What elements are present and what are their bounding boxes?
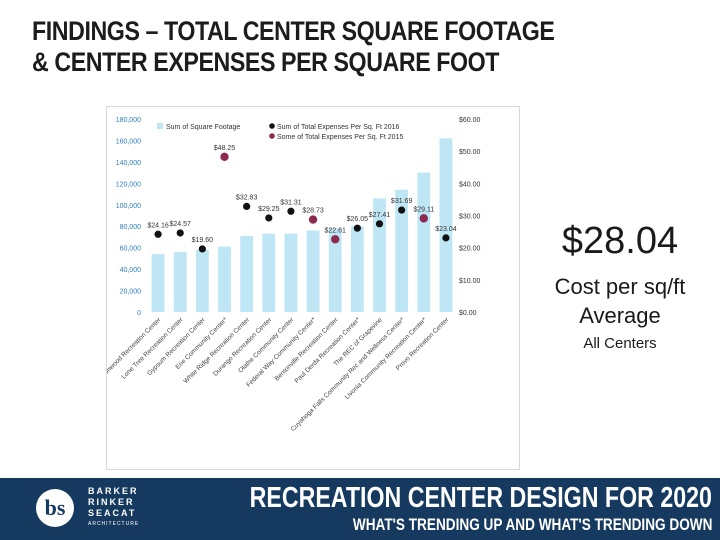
- average-cost-label: Cost per sq/ft Average: [520, 272, 720, 330]
- point-expenses-2016: [243, 202, 251, 210]
- data-label: $19.60: [192, 237, 214, 244]
- point-expenses-2015: [308, 215, 318, 224]
- point-expenses-2016: [154, 230, 162, 238]
- point-expenses-2016: [442, 234, 450, 242]
- data-label: $24.16: [147, 222, 169, 229]
- legend-swatch-expenses-2015: [269, 133, 275, 139]
- y-right-tick-label: $40.00: [459, 181, 481, 188]
- data-label: $32.83: [236, 194, 258, 201]
- legend-label-expenses-2016: Sum of Total Expenses Per Sq. Ft 2016: [277, 124, 400, 131]
- data-label: $26.05: [347, 216, 369, 223]
- point-expenses-2015: [419, 214, 428, 223]
- y-right-tick-label: $0.00: [459, 310, 477, 317]
- data-label: $24.57: [170, 221, 192, 228]
- footer-subtitle: WHAT'S TRENDING UP AND WHAT'S TRENDING D…: [352, 515, 712, 534]
- logo-word-3: SEACAT: [88, 508, 137, 518]
- bar-square-footage: [373, 198, 386, 312]
- y-right-tick-label: $60.00: [459, 117, 481, 124]
- point-expenses-2016: [265, 214, 273, 222]
- data-label: $29.11: [413, 206, 434, 213]
- point-expenses-2016: [287, 207, 295, 215]
- data-label: $48.25: [214, 145, 236, 152]
- legend-swatch-square-footage: [157, 123, 163, 129]
- data-label: $27.41: [369, 212, 391, 219]
- combo-chart: 0 20,000 40,000 60,000 80,000 100,000 120,000 1…: [107, 117, 481, 433]
- slide-title-line-2: & CENTER EXPENSES PER SQUARE FOOT: [32, 47, 500, 77]
- data-label: $28.73: [302, 208, 324, 215]
- y-left-tick-label: 160,000: [116, 138, 141, 145]
- point-expenses-2016: [398, 206, 406, 214]
- bar-square-footage: [328, 228, 342, 312]
- data-label: $31.69: [391, 198, 413, 205]
- data-label: $23.04: [435, 226, 457, 233]
- company-logo-wordmark: BARKER RINKER SEACAT ARCHITECTURE: [88, 486, 139, 530]
- y-right-tick-label: $50.00: [459, 149, 481, 156]
- slide-title-line-1: FINDINGS – TOTAL CENTER SQUARE FOOTAGE: [32, 16, 555, 46]
- point-expenses-2015: [220, 152, 229, 161]
- y-right-tick-label: $30.00: [459, 214, 481, 221]
- y-right-tick-label: $20.00: [459, 246, 481, 253]
- bar-square-footage: [439, 138, 453, 312]
- bar-square-footage: [173, 251, 187, 312]
- logo-word-1: BARKER: [88, 486, 139, 496]
- y-left-tick-label: 0: [137, 310, 141, 317]
- slide-title: FINDINGS – TOTAL CENTER SQUARE FOOTAGE &…: [32, 16, 555, 78]
- average-cost-value: $28.04: [561, 220, 679, 262]
- y-left-tick-label: 140,000: [116, 160, 141, 167]
- footer-title: RECREATION CENTER DESIGN FOR 2020: [249, 482, 712, 514]
- average-scope-label: All Centers: [583, 335, 657, 352]
- point-expenses-2016: [176, 229, 184, 237]
- legend-label-expenses-2015: Some of Total Expenses Per Sq. Ft 2015: [277, 134, 403, 141]
- legend-swatch-expenses-2016: [269, 123, 275, 129]
- y-left-tick-label: 180,000: [116, 117, 141, 124]
- y-left-tick-label: 40,000: [120, 267, 142, 274]
- point-expenses-2015: [331, 235, 340, 244]
- point-expenses-2016: [375, 220, 384, 228]
- bar-square-footage: [350, 226, 364, 312]
- x-category-label: Livonia Community Recreation Center*: [344, 316, 429, 401]
- y-left-tick-label: 60,000: [120, 246, 142, 253]
- y-left-tick-label: 80,000: [120, 224, 142, 231]
- bar-square-footage: [395, 189, 409, 312]
- company-logo-mark: bs: [36, 489, 74, 527]
- y-left-tick-label: 20,000: [120, 289, 142, 296]
- data-label: $22.61: [325, 227, 347, 234]
- footer-banner: bs BARKER RINKER SEACAT ARCHITECTURE REC…: [0, 478, 720, 540]
- average-label-line-2: Average: [579, 303, 661, 328]
- bar-square-footage: [284, 233, 298, 312]
- point-expenses-2016: [353, 224, 361, 232]
- bar-square-footage: [195, 249, 209, 312]
- y-left-tick-label: 100,000: [116, 203, 141, 210]
- data-label: $31.31: [280, 199, 302, 206]
- data-label: $29.25: [258, 206, 280, 213]
- bar-square-footage: [240, 235, 254, 312]
- average-label-line-1: Cost per sq/ft: [554, 274, 686, 299]
- bar-square-footage: [218, 246, 231, 312]
- logo-word-4: ARCHITECTURE: [88, 521, 140, 527]
- bar-square-footage: [417, 172, 431, 312]
- y-left-tick-label: 120,000: [116, 181, 141, 188]
- bar-square-footage: [262, 233, 276, 312]
- point-expenses-2016: [198, 245, 206, 253]
- chart-panel: 0 20,000 40,000 60,000 80,000 100,000 120,000 1…: [106, 106, 520, 470]
- bar-square-footage: [306, 230, 320, 312]
- y-right-tick-label: $10.00: [459, 278, 481, 285]
- legend-label-square-footage: Sum of Square Footage: [166, 124, 240, 131]
- logo-word-2: RINKER: [88, 497, 135, 507]
- bar-square-footage: [151, 254, 165, 312]
